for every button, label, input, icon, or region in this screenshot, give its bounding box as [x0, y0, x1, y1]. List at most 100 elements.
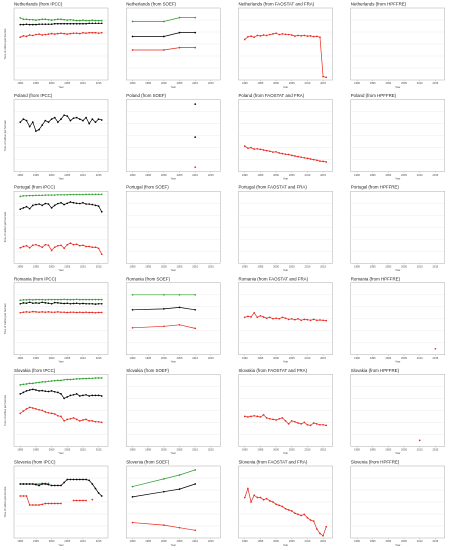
x-tick-label: 2000	[161, 81, 167, 85]
data-point	[97, 394, 100, 397]
data-point	[131, 49, 134, 51]
data-point	[72, 32, 75, 35]
x-tick-label: 2015	[96, 448, 102, 452]
x-tick-label: 2010	[417, 81, 423, 85]
x-tick-label: 2005	[401, 173, 407, 177]
data-point	[66, 115, 69, 117]
data-point	[35, 298, 37, 301]
data-point	[275, 150, 277, 153]
data-point	[88, 311, 91, 314]
data-point	[319, 532, 321, 535]
data-point	[57, 121, 59, 123]
x-axis-label: Year	[283, 268, 288, 272]
x-tick-label: 2005	[64, 173, 70, 177]
data-point	[41, 34, 44, 36]
data-point	[315, 319, 318, 322]
subplot: Portugal (from IPCC) 1990 1995 2000 2005 2010…	[3, 185, 109, 272]
data-point	[41, 409, 44, 412]
data-point	[284, 420, 287, 422]
subplot: Poland (from SOEF) 1990 1995 2000 2005 2010 20…	[126, 93, 221, 180]
data-point	[78, 499, 81, 502]
data-point	[91, 22, 94, 25]
data-point	[312, 422, 315, 424]
x-tick-label: 1990	[130, 539, 136, 543]
data-point	[25, 483, 28, 485]
data-point	[25, 194, 28, 197]
x-tick-label: 2010	[80, 356, 86, 360]
data-point	[300, 35, 303, 37]
data-point	[31, 299, 34, 301]
data-point	[82, 22, 84, 25]
subplot-title: Poland (from HPFFRE)	[351, 93, 397, 98]
data-point	[91, 246, 94, 249]
x-tick-label: 2010	[417, 539, 423, 543]
data-point	[31, 244, 34, 247]
x-tick-label: 2010	[417, 448, 423, 452]
data-point	[60, 484, 62, 487]
data-point	[325, 76, 328, 79]
data-point	[315, 159, 318, 162]
x-tick-label: 1995	[33, 173, 39, 177]
data-point	[75, 202, 78, 205]
data-point	[97, 118, 100, 120]
x-tick-label: 2015	[96, 173, 102, 177]
x-tick-label: 2010	[305, 264, 311, 268]
data-point	[131, 20, 134, 23]
data-point	[19, 195, 22, 198]
data-point	[44, 243, 47, 246]
x-tick-label: 2005	[289, 81, 295, 85]
data-point	[75, 418, 78, 421]
data-point	[78, 118, 81, 120]
data-point	[94, 246, 97, 249]
data-point	[38, 203, 40, 205]
data-point	[28, 406, 31, 409]
data-point	[100, 210, 103, 213]
data-point	[44, 483, 47, 485]
data-point	[28, 389, 31, 391]
subplot-title: Slovakia (from FAOSTAT and FRA)	[239, 368, 308, 373]
data-point	[97, 298, 100, 301]
data-point	[243, 316, 246, 319]
data-point	[25, 495, 28, 497]
data-point	[272, 151, 274, 153]
x-tick-label: 2015	[208, 356, 214, 360]
x-tick-label: 1995	[370, 356, 376, 360]
x-tick-label: 1990	[130, 81, 136, 85]
data-point	[100, 395, 103, 397]
data-point	[78, 298, 81, 301]
data-point	[163, 478, 165, 480]
x-tick-label: 2000	[161, 356, 167, 360]
data-point	[31, 23, 34, 26]
data-point	[82, 499, 84, 502]
data-point	[72, 302, 75, 305]
x-tick-label: 2015	[96, 356, 102, 360]
x-tick-label: 1995	[258, 356, 264, 360]
x-tick-label: 1995	[370, 448, 376, 452]
data-point	[256, 147, 259, 150]
data-point	[53, 379, 56, 382]
data-point	[66, 193, 69, 196]
subplot-title: Slovakia (from SOEF)	[126, 368, 169, 373]
data-point	[88, 22, 91, 25]
data-point	[259, 416, 262, 418]
data-point	[53, 33, 56, 35]
data-point	[309, 424, 312, 427]
data-point	[88, 420, 91, 422]
data-point	[38, 23, 40, 26]
data-point	[38, 18, 40, 21]
x-tick-label: 2000	[273, 356, 279, 360]
data-point	[35, 23, 37, 26]
data-point	[303, 156, 306, 159]
x-tick-label: 1990	[17, 173, 23, 177]
x-tick-label: 1990	[242, 81, 248, 85]
data-point	[265, 417, 268, 419]
x-tick-label: 2010	[192, 356, 198, 360]
x-tick-label: 2015	[208, 539, 214, 543]
data-point	[131, 326, 134, 329]
x-tick-label: 1990	[17, 539, 23, 543]
data-point	[57, 414, 59, 417]
data-point	[78, 244, 81, 247]
x-tick-label: 2005	[64, 539, 70, 543]
data-point	[69, 201, 72, 203]
